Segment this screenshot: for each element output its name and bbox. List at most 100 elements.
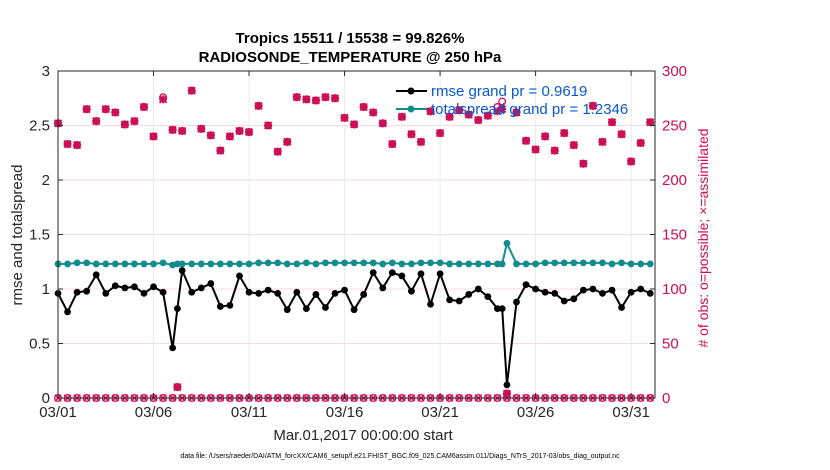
- totalspread-point: [92, 260, 100, 268]
- totalspread-point: [174, 260, 181, 268]
- rmse-point: [398, 272, 406, 280]
- totalspread-point: [255, 259, 262, 267]
- totalspread-point: [408, 260, 415, 268]
- totalspread-point: [474, 260, 482, 268]
- obs-assimilated-point: [369, 108, 378, 117]
- totalspread-point: [274, 259, 282, 267]
- totalspread-point: [369, 259, 377, 267]
- rmse-point: [388, 269, 396, 277]
- obs-assimilated-point: [321, 93, 330, 102]
- obs-assimilated-point: [498, 105, 507, 114]
- rmse-point: [64, 308, 71, 316]
- totalspread-point: [579, 259, 587, 267]
- rmse-point: [498, 305, 506, 313]
- rmse-point: [579, 286, 587, 294]
- obs-assimilated-point: [560, 129, 569, 138]
- obs-assimilated-point: [244, 127, 254, 137]
- rmse-point: [360, 291, 368, 298]
- totalspread-point: [560, 259, 568, 267]
- x-tick-label: 03/21: [421, 404, 459, 421]
- obs-assimilated-point: [197, 124, 206, 133]
- obs-assimilated-point: [483, 111, 492, 120]
- obs-assimilated-point: [216, 146, 225, 155]
- y-tick-label-right: 250: [662, 118, 687, 135]
- totalspread-point: [302, 259, 310, 267]
- obs-assimilated-point: [273, 147, 282, 156]
- totalspread-point: [379, 260, 387, 268]
- rmse-point: [255, 289, 262, 297]
- obs-assimilated-point: [378, 119, 387, 128]
- rmse-point: [350, 306, 358, 314]
- totalspread-point: [498, 260, 506, 268]
- totalspread-layer: [54, 239, 654, 269]
- totalspread-point: [608, 260, 616, 268]
- totalspread-point: [102, 260, 110, 268]
- rmse-point: [207, 280, 215, 287]
- chart-subtitle: RADIOSONDE_TEMPERATURE @ 250 hPa: [199, 49, 502, 66]
- rmse-point: [570, 295, 578, 303]
- obs-assimilated-point: [388, 139, 397, 149]
- obs-assimilated-point: [464, 110, 473, 119]
- rmse-point: [178, 267, 186, 274]
- totalspread-point: [465, 260, 473, 268]
- x-tick-label: 03/06: [135, 404, 173, 421]
- rmse-point: [560, 297, 568, 305]
- obs-possible-point: [498, 97, 507, 106]
- totalspread-point: [83, 259, 91, 267]
- chart-title: Tropics 15511 / 15538 = 99.826%: [236, 30, 465, 47]
- obs-assimilated-point: [101, 105, 110, 114]
- rmse-point: [465, 291, 473, 298]
- totalspread-point: [398, 260, 406, 268]
- obs-assimilated-point: [416, 137, 426, 146]
- rmse-point: [589, 285, 597, 293]
- rmse-point: [541, 288, 549, 296]
- y-tick-label: 2.5: [29, 118, 50, 135]
- y-tick-label: 1: [42, 281, 50, 298]
- legend-totalspread-marker: [407, 105, 415, 113]
- obs-assimilated-point: [302, 95, 311, 104]
- rmse-point: [493, 305, 501, 313]
- x-tick-label: 03/01: [39, 404, 77, 421]
- rmse-point: [150, 283, 157, 291]
- rmse-point: [532, 285, 539, 293]
- obs-assimilated-point: [178, 126, 187, 136]
- rmse-point: [341, 286, 348, 294]
- obs-assimilated-point: [407, 130, 416, 139]
- totalspread-point: [131, 260, 138, 268]
- obs-assimilated-point: [311, 96, 321, 105]
- rmse-point: [131, 283, 138, 291]
- obs-assimilated-point: [588, 101, 598, 110]
- obs-assimilated-point: [72, 141, 82, 150]
- obs-assimilated-point: [636, 138, 645, 148]
- totalspread-point: [360, 259, 368, 267]
- totalspread-point: [646, 260, 654, 268]
- rmse-point: [503, 381, 511, 389]
- obs-assimilated-point: [579, 159, 588, 168]
- data-file-footnote: data file: /Users/raeder/DAI/ATM_forcXX/…: [180, 453, 620, 460]
- totalspread-point: [589, 259, 597, 267]
- totalspread-point: [64, 260, 71, 268]
- obs-assimilated-point: [149, 132, 158, 141]
- obs-assimilated-point: [541, 132, 550, 141]
- totalspread-point: [350, 259, 358, 267]
- rmse-point: [369, 269, 377, 277]
- totalspread-point: [551, 259, 559, 267]
- obs-assimilated-point: [435, 129, 445, 138]
- rmse-point: [92, 271, 100, 279]
- totalspread-point: [618, 259, 625, 267]
- rmse-point: [551, 289, 559, 297]
- obs-assimilated-point: [512, 108, 521, 117]
- rmse-point: [436, 270, 444, 278]
- x-axis-label: Mar.01,2017 00:00:00 start: [273, 427, 453, 444]
- obs-assimilated-point: [120, 120, 129, 129]
- rmse-point: [216, 303, 224, 310]
- rmse-point: [379, 284, 387, 292]
- totalspread-point: [283, 260, 291, 268]
- obs-assimilated-point: [139, 102, 149, 112]
- rmse-point: [322, 304, 329, 311]
- totalspread-point: [599, 259, 606, 267]
- obs-assimilated-point: [350, 120, 359, 129]
- y-axis-label-right: # of obs: o=possible; ×=assimilated: [695, 128, 711, 347]
- legend-totalspread-label: totalspread grand pr = 1.2346: [431, 101, 628, 118]
- obs-assimilated-point: [521, 136, 531, 145]
